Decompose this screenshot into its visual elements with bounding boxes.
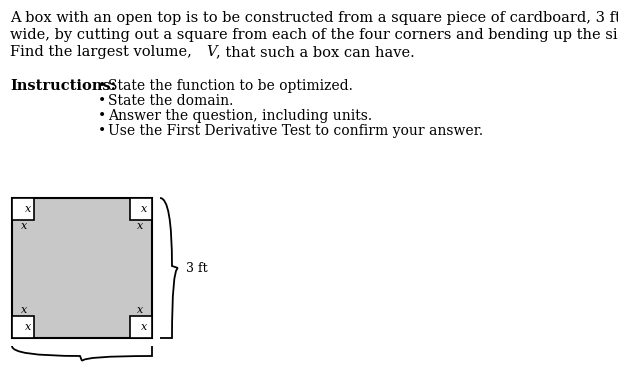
Text: State the domain.: State the domain. [108, 94, 234, 108]
Text: Find the largest volume,: Find the largest volume, [10, 45, 197, 59]
Text: •: • [98, 124, 106, 138]
Text: x: x [141, 322, 148, 332]
Text: x: x [21, 305, 27, 315]
Text: x: x [141, 204, 148, 214]
Text: x: x [25, 322, 31, 332]
Text: Answer the question, including units.: Answer the question, including units. [108, 109, 372, 123]
Bar [12, 316, 34, 338]
Text: V: V [206, 45, 217, 59]
Text: •: • [98, 79, 106, 93]
Text: x: x [137, 221, 143, 231]
Bar [12, 198, 34, 220]
Text: State the function to be optimized.: State the function to be optimized. [108, 79, 353, 93]
Text: A box with an open top is to be constructed from a square piece of cardboard, 3 : A box with an open top is to be construc… [10, 11, 618, 25]
Text: 3 ft: 3 ft [186, 261, 208, 274]
Text: •: • [98, 109, 106, 123]
Text: Use the First Derivative Test to confirm your answer.: Use the First Derivative Test to confirm… [108, 124, 483, 138]
Text: x: x [137, 305, 143, 315]
Bar [12, 198, 152, 338]
Text: , that such a box can have.: , that such a box can have. [216, 45, 415, 59]
Text: Instructions:: Instructions: [10, 79, 116, 93]
Text: x: x [21, 221, 27, 231]
Text: •: • [98, 94, 106, 108]
Text: x: x [25, 204, 31, 214]
Text: wide, by cutting out a square from each of the four corners and bending up the s: wide, by cutting out a square from each … [10, 28, 618, 42]
Bar [130, 198, 152, 220]
Bar [130, 316, 152, 338]
